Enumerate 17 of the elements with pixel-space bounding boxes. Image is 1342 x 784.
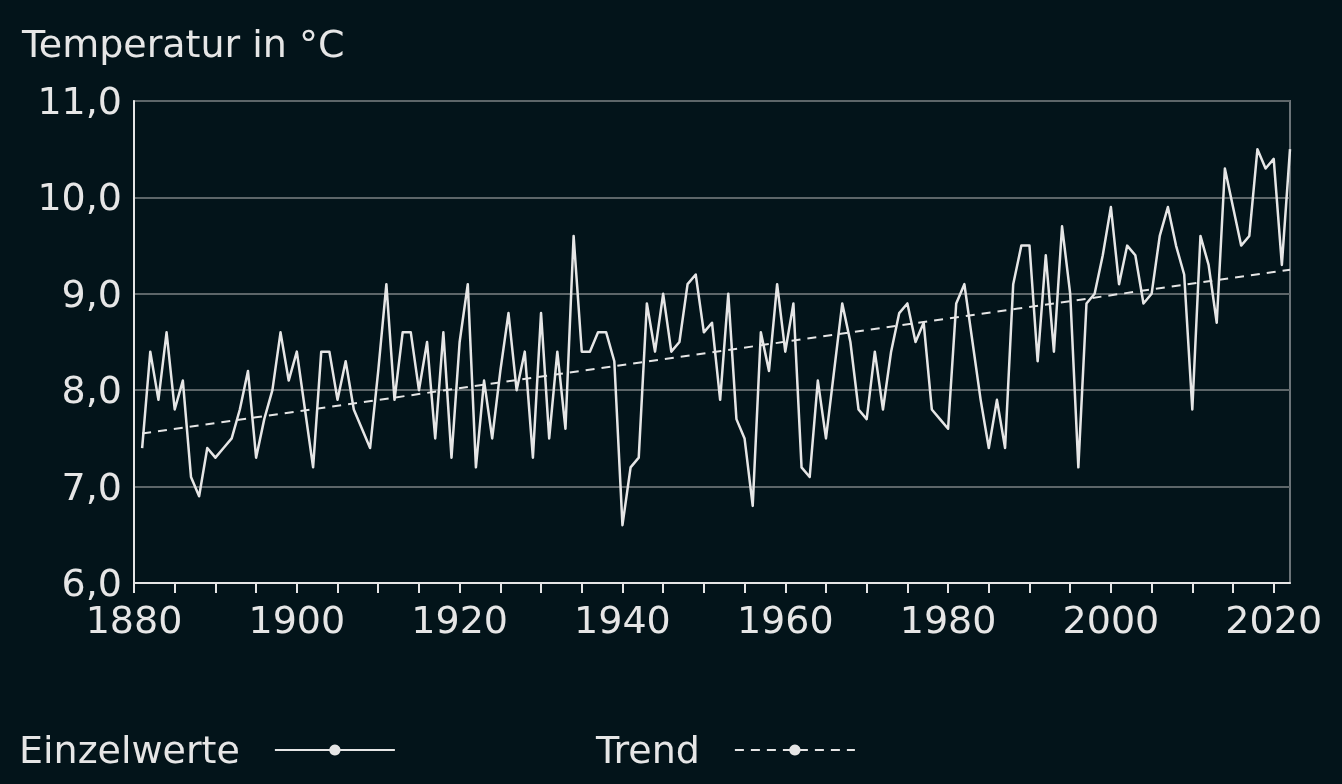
y-tick-label: 10,0	[37, 175, 122, 220]
y-tick-label: 9,0	[61, 271, 122, 316]
line-series	[140, 147, 1292, 527]
x-tick-label: 2000	[1062, 598, 1160, 642]
legend-label: Trend	[594, 728, 700, 772]
x-tick-label: 2020	[1225, 598, 1323, 642]
y-tick-label: 8,0	[61, 368, 122, 413]
y-tick-label: 7,0	[61, 464, 122, 509]
x-tick-label: 1920	[411, 598, 508, 642]
y-tick-label: 6,0	[61, 561, 122, 605]
x-tick-label: 1980	[899, 598, 997, 642]
y-axis-title: Temperatur in °C	[21, 22, 345, 66]
x-tick-label: 1960	[736, 598, 834, 642]
x-tick-label: 1900	[248, 598, 346, 642]
x-tick-label: 1940	[574, 598, 671, 642]
y-tick-label: 11,0	[37, 79, 122, 123]
legend-label: Einzelwerte	[18, 728, 240, 772]
